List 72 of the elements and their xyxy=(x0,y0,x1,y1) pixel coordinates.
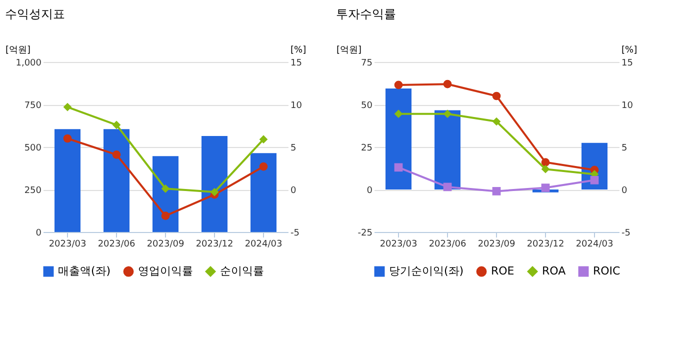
point xyxy=(443,80,452,88)
point xyxy=(492,187,501,196)
y-tick-label: 75 xyxy=(361,58,372,68)
bar xyxy=(54,129,80,232)
y2-tick-label: 5 xyxy=(290,144,296,154)
point xyxy=(259,162,268,171)
y-tick-label: 25 xyxy=(361,144,372,154)
y2-axis-title: [%] xyxy=(622,46,638,56)
point xyxy=(541,184,550,192)
legend-label: 당기순이익(좌) xyxy=(389,264,464,278)
x-tick-label: 2024/03 xyxy=(576,240,614,250)
y2-tick-label: 10 xyxy=(290,101,302,111)
y-axis-title: [억원] xyxy=(336,46,362,56)
bar xyxy=(202,136,228,232)
point xyxy=(443,110,452,118)
point xyxy=(541,164,550,174)
y-tick-label: 250 xyxy=(24,186,42,196)
point xyxy=(63,134,72,143)
y2-tick-label: -5 xyxy=(622,228,630,238)
y2-tick-label: 15 xyxy=(622,58,633,68)
point xyxy=(541,158,550,166)
y-tick-label: 750 xyxy=(24,101,42,111)
bar xyxy=(434,110,460,190)
y-tick-label: 1,000 xyxy=(16,58,42,68)
point xyxy=(492,117,501,126)
legend-label: ROIC xyxy=(593,264,621,278)
point xyxy=(161,212,170,220)
x-tick-label: 2023/03 xyxy=(380,240,418,250)
point xyxy=(394,110,403,118)
y-tick-label: 50 xyxy=(361,101,373,111)
bar xyxy=(104,129,130,232)
point xyxy=(443,182,452,192)
legend-label: 순이익률 xyxy=(220,264,264,278)
y2-tick-label: -5 xyxy=(290,228,300,238)
point xyxy=(210,188,219,196)
y-tick-label: 500 xyxy=(24,144,42,154)
point xyxy=(112,150,121,159)
point xyxy=(492,92,501,100)
legend-label: ROA xyxy=(542,264,566,278)
legend-label: 매출액(좌) xyxy=(58,264,111,278)
y2-tick-label: 10 xyxy=(622,101,634,111)
x-tick-label: 2023/03 xyxy=(48,240,86,250)
bar xyxy=(386,88,412,190)
y-tick-label: 0 xyxy=(36,228,42,238)
x-tick-label: 2023/06 xyxy=(428,240,466,250)
x-tick-label: 2023/12 xyxy=(196,240,234,250)
chart-title: 투자수익률 xyxy=(336,7,396,21)
point xyxy=(394,80,403,90)
x-tick-label: 2024/03 xyxy=(244,240,282,250)
x-tick-label: 2023/12 xyxy=(526,240,564,250)
x-tick-label: 2023/06 xyxy=(98,240,136,250)
point xyxy=(161,184,170,193)
point xyxy=(259,135,268,144)
chart-title: 수익성지표 xyxy=(5,7,65,21)
y2-tick-label: 0 xyxy=(622,186,628,196)
legend-label: 영업이익률 xyxy=(138,264,193,278)
bar xyxy=(152,156,178,232)
y-tick-label: 0 xyxy=(366,186,373,196)
y2-axis-title: [%] xyxy=(290,46,306,56)
y2-tick-label: 15 xyxy=(290,58,302,68)
point xyxy=(394,163,403,172)
bar xyxy=(250,153,276,232)
y-axis-title: [억원] xyxy=(6,46,31,56)
legend-label: ROE xyxy=(491,264,514,278)
y2-tick-label: 5 xyxy=(622,144,628,154)
point xyxy=(112,120,121,130)
point xyxy=(590,176,599,184)
x-tick-label: 2023/09 xyxy=(478,240,516,250)
point xyxy=(63,102,72,112)
x-tick-label: 2023/09 xyxy=(146,240,184,250)
y-tick-label: -25 xyxy=(358,228,372,238)
y2-tick-label: 0 xyxy=(290,186,296,196)
